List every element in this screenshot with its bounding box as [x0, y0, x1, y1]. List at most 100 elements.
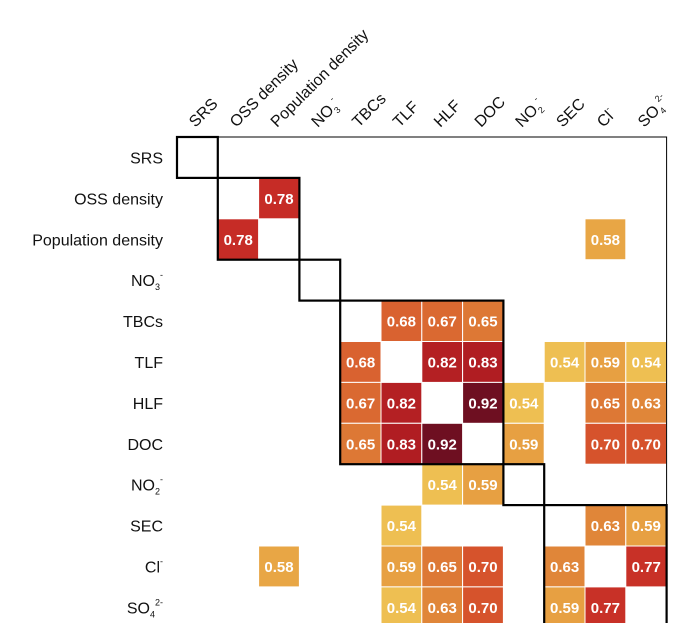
cell-value-label: 0.59	[591, 354, 620, 371]
cell-value-label: 0.70	[591, 436, 620, 453]
cell-population-density-cl	[584, 218, 627, 261]
cell-value-label: 0.58	[264, 559, 293, 576]
cell-value-label: 0.65	[428, 559, 457, 576]
cell-hlf-so4	[625, 381, 668, 424]
column-label-superscript: -	[327, 94, 336, 103]
cell-hlf-tlf	[380, 381, 423, 424]
row-label-text: OSS density	[74, 191, 163, 208]
cell-so4-doc	[462, 586, 504, 623]
cell-value-label: 0.59	[632, 518, 661, 535]
cell-value-label: 0.77	[591, 600, 620, 617]
column-label-subscript: 2	[536, 105, 547, 116]
row-label-text: Cl	[145, 559, 160, 576]
cell-so4-tlf	[380, 586, 423, 623]
cell-value-label: 0.54	[428, 477, 458, 494]
cluster-box	[543, 504, 668, 623]
column-label-text: TLF	[390, 99, 422, 131]
cell-tlf-hlf	[421, 341, 464, 383]
cell-value-label: 0.65	[346, 436, 375, 453]
row-label-no2: NO2-	[131, 475, 163, 497]
row-label-tbcs: TBCs	[123, 314, 163, 331]
column-label-subscript: 4	[658, 105, 669, 116]
row-label-text: NO	[131, 478, 155, 495]
cell-cl-tlf	[380, 545, 423, 588]
column-label-tbcs: TBCs	[349, 91, 389, 131]
column-label-subscript: 3	[332, 105, 343, 116]
cell-value-label: 0.70	[468, 600, 497, 617]
cell-sec-so4	[625, 504, 668, 547]
row-label-text: TLF	[135, 355, 164, 372]
cell-value-label: 0.59	[387, 559, 416, 576]
row-label-subscript: 2	[155, 487, 160, 497]
cluster-box	[298, 258, 342, 302]
row-label-text: HLF	[133, 396, 163, 413]
cell-value-label: 0.82	[387, 395, 416, 412]
row-label-sec: SEC	[130, 519, 163, 536]
row-label-subscript: 4	[150, 609, 155, 619]
column-label-text: SRS	[186, 96, 221, 131]
cell-value-label: 0.68	[387, 314, 416, 331]
cell-value-label: 0.54	[550, 354, 580, 371]
cell-value-label: 0.63	[591, 518, 620, 535]
row-label-superscript: 2-	[155, 597, 163, 607]
cell-cl-population-density	[258, 545, 300, 588]
row-label-hlf: HLF	[133, 396, 163, 413]
column-label-tlf: TLF	[390, 99, 422, 131]
cell-doc-cl	[584, 422, 627, 465]
cell-value-label: 0.54	[509, 395, 539, 412]
row-label-superscript: -	[160, 556, 163, 566]
cell-value-label: 0.92	[468, 395, 497, 412]
row-label-tlf: TLF	[135, 355, 164, 372]
row-label-cl: Cl-	[145, 556, 163, 576]
column-label-sec: SEC	[553, 96, 588, 131]
cell-no2-hlf	[421, 463, 464, 506]
cell-doc-hlf	[421, 422, 464, 465]
cell-hlf-cl	[584, 381, 627, 424]
cell-tlf-so4	[625, 341, 668, 383]
row-label-so4: SO42-	[127, 597, 163, 619]
cell-value-label: 0.82	[428, 354, 457, 371]
cell-tbcs-doc	[462, 300, 504, 343]
cell-value-label: 0.70	[468, 559, 497, 576]
cluster-box	[216, 176, 301, 261]
cell-value-label: 0.54	[387, 600, 417, 617]
row-label-subscript: 3	[155, 282, 160, 292]
column-label-text: DOC	[472, 94, 509, 131]
cluster-box	[175, 135, 219, 180]
row-label-text: SRS	[130, 150, 163, 167]
cell-value-label: 0.59	[468, 477, 497, 494]
cell-value-label: 0.63	[428, 600, 457, 617]
cell-value-label: 0.67	[428, 314, 457, 331]
cell-value-label: 0.67	[346, 395, 375, 412]
cell-value-label: 0.78	[224, 232, 253, 249]
row-label-no3: NO3-	[131, 270, 163, 292]
row-label-text: DOC	[127, 437, 163, 454]
column-label-superscript: 2-	[653, 91, 666, 104]
column-label-text: TBCs	[349, 91, 389, 131]
cell-cl-doc	[462, 545, 504, 588]
cell-so4-hlf	[421, 586, 464, 623]
row-label-oss-density: OSS density	[74, 191, 163, 208]
cell-value-label: 0.65	[591, 395, 620, 412]
row-label-population-density: Population density	[32, 232, 163, 249]
column-label-doc: DOC	[472, 94, 509, 131]
cell-doc-tlf	[380, 422, 423, 465]
cell-value-label: 0.83	[387, 436, 416, 453]
row-label-superscript: -	[160, 270, 163, 280]
cell-value-label: 0.65	[468, 314, 497, 331]
row-label-text: SO	[127, 600, 150, 617]
cell-oss-density-population-density	[258, 177, 300, 220]
cell-value-label: 0.59	[550, 600, 579, 617]
cell-doc-no2	[502, 422, 545, 465]
cell-value-label: 0.83	[468, 354, 497, 371]
column-label-superscript: -	[603, 104, 612, 113]
column-label-cl: Cl-	[592, 104, 619, 131]
row-label-text: SEC	[130, 519, 163, 536]
cell-value-label: 0.77	[632, 559, 661, 576]
column-label-so4: SO42-	[633, 91, 674, 132]
cell-value-label: 0.68	[346, 354, 375, 371]
row-label-text: NO	[131, 273, 155, 290]
column-label-no2: NO2-	[510, 94, 548, 132]
cluster-box	[502, 463, 546, 507]
